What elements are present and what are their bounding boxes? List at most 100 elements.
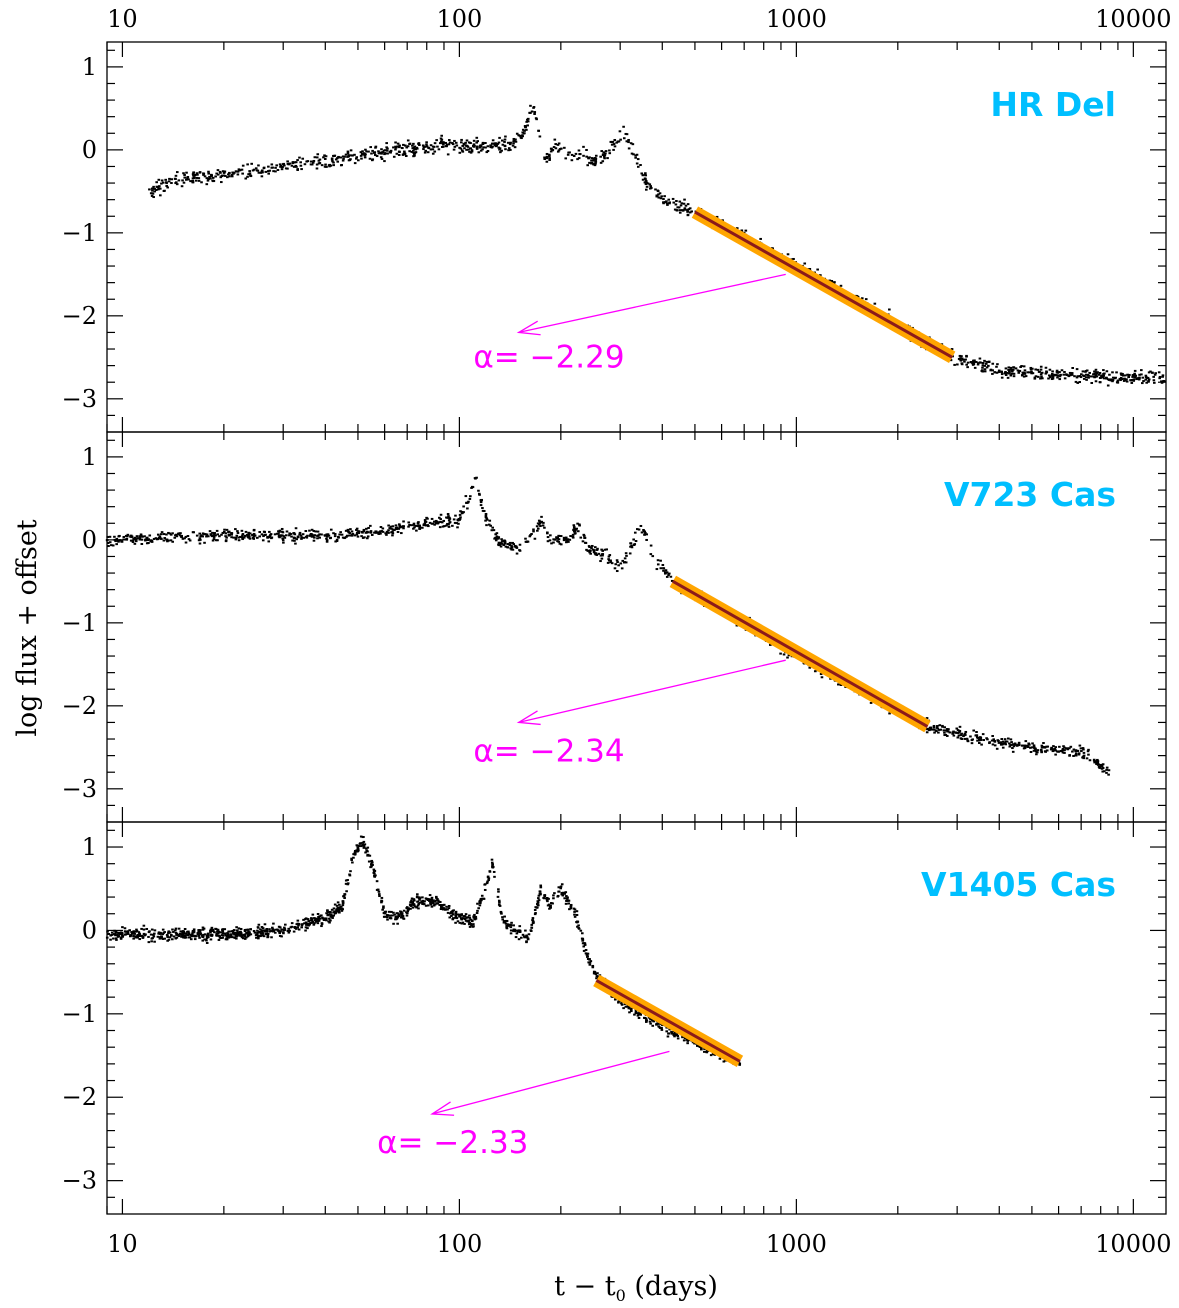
data-point [465,501,468,504]
data-point [385,916,389,919]
data-point [570,159,574,162]
data-point [985,737,988,740]
data-point [361,841,365,844]
y-tick-label: −3 [62,1167,97,1195]
data-point [680,209,684,212]
data-point [467,148,470,151]
data-point [221,531,225,534]
data-point [633,543,637,546]
data-point [426,151,430,154]
data-point [228,935,231,938]
data-point [1097,765,1101,768]
data-point [1120,373,1123,376]
data-point [1035,753,1038,756]
data-point [1147,380,1150,383]
data-point [1082,755,1085,758]
data-point [686,1039,690,1042]
data-point [813,670,817,673]
data-point [245,932,249,935]
data-point [938,724,942,727]
data-point [1100,374,1103,377]
data-point [476,902,479,905]
data-point [314,530,318,533]
data-point [286,929,290,932]
data-point [518,925,522,928]
data-point [274,928,278,931]
data-point [995,747,999,750]
data-point [417,907,420,910]
data-point [674,203,678,206]
data-point [603,157,606,160]
data-point [997,371,1001,374]
data-point [1114,376,1117,379]
data-point [370,861,374,864]
data-point [372,868,376,871]
data-point [403,152,407,155]
data-point [224,532,228,535]
data-point [305,922,309,925]
data-point [675,200,678,203]
data-point [507,149,510,152]
data-point [414,151,418,154]
data-point [1012,366,1016,369]
data-point [375,530,378,533]
data-point [491,139,495,142]
data-point [230,533,233,536]
data-point [1084,370,1087,373]
data-point [680,202,684,205]
data-point [555,537,558,540]
data-point [506,141,510,144]
data-point [412,527,415,530]
data-point [301,923,304,926]
data-point [415,895,419,898]
data-point [549,904,552,907]
data-point [1082,374,1085,377]
data-point [977,739,981,742]
data-point [234,931,237,934]
data-point [1122,374,1125,377]
data-point [327,534,331,537]
data-point [214,928,218,931]
data-point [1045,749,1049,752]
data-point [593,158,597,161]
data-point [738,1063,741,1066]
power-law-fit-line [694,210,953,359]
data-point [975,730,978,733]
data-point [162,539,166,542]
data-point [497,536,501,539]
data-point [1009,368,1013,371]
data-point [1030,372,1033,375]
data-point [174,929,177,932]
data-point [199,932,202,935]
data-point [249,928,252,931]
data-point [410,897,414,900]
data-point [396,922,399,925]
data-point [332,907,336,910]
data-point [1070,372,1074,375]
data-point [174,927,178,930]
data-point [487,523,491,526]
data-point [316,918,319,921]
data-point [391,528,395,531]
data-point [167,180,171,183]
data-point [201,939,205,942]
data-point [456,526,459,529]
data-point [412,151,416,154]
data-point [429,903,433,906]
data-point [1004,372,1007,375]
data-point [971,362,974,365]
data-point [580,937,584,940]
data-point [300,924,304,927]
data-point [443,525,446,528]
data-point [148,188,151,191]
data-point [234,528,237,531]
data-point [1152,379,1156,382]
data-point [270,536,274,539]
data-point [677,206,681,209]
data-point [1029,751,1033,754]
data-point [621,559,625,562]
data-point [667,198,671,201]
x-tick-label-top: 100 [436,5,482,33]
data-point [214,175,217,178]
data-point [211,928,215,931]
